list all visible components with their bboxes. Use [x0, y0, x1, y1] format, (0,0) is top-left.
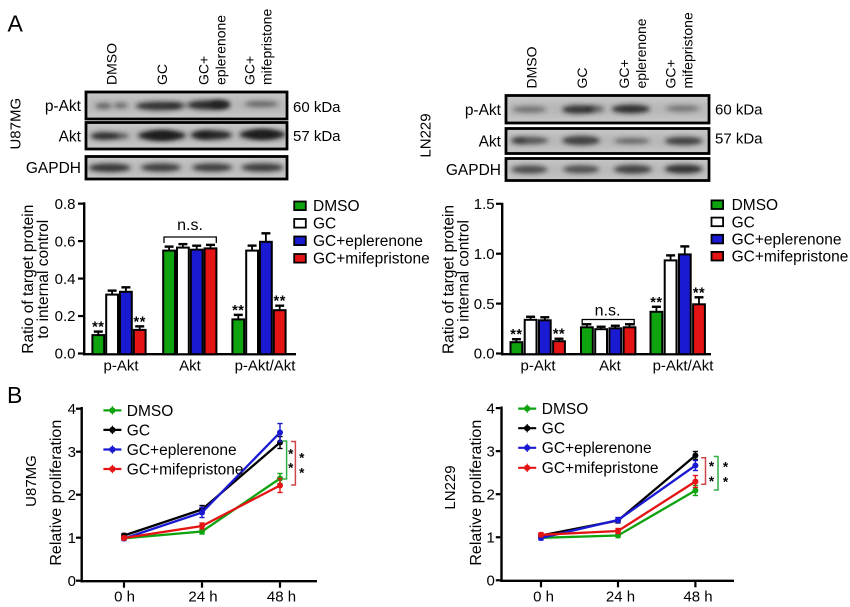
svg-text:Akt: Akt	[599, 358, 622, 375]
svg-text:GAPDH: GAPDH	[446, 162, 501, 179]
svg-text:**: **	[693, 285, 705, 301]
svg-text:DMSO: DMSO	[127, 403, 174, 420]
svg-text:p-Akt: p-Akt	[465, 102, 502, 119]
svg-text:0: 0	[68, 573, 76, 590]
svg-text:LN229: LN229	[417, 113, 434, 157]
svg-text:U87MG: U87MG	[7, 98, 24, 150]
svg-text:*: *	[723, 459, 729, 474]
svg-text:n.s.: n.s.	[595, 303, 621, 320]
svg-text:GC+: GC+	[616, 59, 632, 88]
svg-text:DMSO: DMSO	[542, 401, 589, 418]
svg-text:0.2: 0.2	[55, 308, 76, 325]
svg-text:**: **	[232, 303, 244, 319]
svg-text:DMSO: DMSO	[523, 46, 539, 88]
svg-text:Relative proliferation: Relative proliferation	[48, 420, 65, 566]
svg-text:mifepristone: mifepristone	[680, 12, 696, 88]
svg-text:3: 3	[68, 444, 76, 461]
svg-text:*: *	[288, 446, 294, 461]
svg-text:*: *	[288, 460, 294, 475]
svg-text:*: *	[709, 459, 715, 474]
svg-text:GC+eplerenone: GC+eplerenone	[542, 440, 652, 457]
svg-text:p-Akt: p-Akt	[520, 358, 556, 375]
svg-text:4: 4	[68, 401, 76, 418]
svg-text:p-Akt/Akt: p-Akt/Akt	[235, 358, 297, 375]
svg-text:GC+: GC+	[663, 59, 679, 88]
svg-text:24 h: 24 h	[606, 589, 635, 606]
svg-text:1.0: 1.0	[474, 246, 495, 263]
svg-text:to internal control: to internal control	[35, 220, 52, 339]
svg-text:0.6: 0.6	[55, 233, 76, 250]
svg-text:0 h: 0 h	[114, 589, 135, 606]
svg-text:Relative proliferation: Relative proliferation	[468, 420, 485, 566]
svg-text:GC+mifepristone: GC+mifepristone	[127, 461, 244, 478]
svg-text:Akt: Akt	[59, 128, 82, 145]
svg-text:GC+eplerenone: GC+eplerenone	[313, 233, 423, 250]
svg-text:mifepristone: mifepristone	[258, 9, 274, 85]
svg-text:GC+: GC+	[195, 56, 211, 85]
svg-text:0.4: 0.4	[55, 271, 76, 288]
svg-text:Akt: Akt	[179, 358, 202, 375]
svg-text:GC+mifepristone: GC+mifepristone	[732, 249, 849, 266]
svg-text:to internal control: to internal control	[456, 220, 473, 339]
svg-text:**: **	[274, 294, 286, 310]
svg-text:Ratio of target protein: Ratio of target protein	[441, 205, 458, 354]
svg-text:0: 0	[486, 573, 494, 590]
svg-text:*: *	[299, 450, 305, 465]
svg-text:48 h: 48 h	[267, 589, 296, 606]
svg-text:Akt: Akt	[479, 133, 502, 150]
svg-text:4: 4	[486, 400, 494, 417]
svg-text:eplerenone: eplerenone	[633, 18, 649, 88]
svg-text:U87MG: U87MG	[23, 455, 40, 507]
svg-text:0 h: 0 h	[533, 589, 554, 606]
svg-text:DMSO: DMSO	[732, 197, 779, 214]
svg-text:*: *	[723, 475, 729, 490]
svg-text:n.s.: n.s.	[177, 217, 203, 234]
svg-text:2: 2	[486, 486, 494, 503]
svg-text:LN229: LN229	[442, 465, 459, 509]
svg-text:p-Akt: p-Akt	[103, 358, 139, 375]
svg-text:A: A	[8, 11, 24, 37]
svg-text:0.5: 0.5	[474, 296, 495, 313]
svg-text:0.0: 0.0	[474, 346, 495, 363]
svg-text:GAPDH: GAPDH	[26, 160, 81, 177]
svg-text:3: 3	[486, 443, 494, 460]
svg-text:1: 1	[486, 529, 494, 546]
svg-text:**: **	[510, 327, 522, 343]
svg-text:1.5: 1.5	[474, 196, 495, 213]
svg-text:2: 2	[68, 487, 76, 504]
svg-text:DMSO: DMSO	[104, 43, 120, 85]
svg-text:p-Akt/Akt: p-Akt/Akt	[653, 358, 715, 375]
svg-text:*: *	[299, 465, 305, 480]
svg-text:p-Akt: p-Akt	[45, 98, 82, 115]
svg-text:GC+mifepristone: GC+mifepristone	[542, 460, 659, 477]
svg-text:**: **	[650, 295, 662, 311]
svg-text:GC+: GC+	[241, 56, 257, 85]
svg-text:57 kDa: 57 kDa	[715, 131, 763, 148]
svg-text:1: 1	[68, 530, 76, 547]
svg-text:**: **	[553, 327, 565, 343]
svg-text:GC+eplerenone: GC+eplerenone	[732, 232, 842, 249]
svg-text:*: *	[709, 474, 715, 489]
svg-text:GC: GC	[542, 421, 565, 438]
svg-text:GC: GC	[154, 64, 170, 85]
svg-text:GC+mifepristone: GC+mifepristone	[313, 251, 430, 268]
svg-text:60 kDa: 60 kDa	[293, 99, 341, 116]
svg-text:GC+eplerenone: GC+eplerenone	[127, 442, 237, 459]
svg-text:eplerenone: eplerenone	[212, 15, 228, 85]
svg-text:DMSO: DMSO	[313, 198, 360, 215]
svg-text:0.8: 0.8	[55, 196, 76, 213]
svg-text:48 h: 48 h	[683, 589, 712, 606]
svg-text:Ratio of target protein: Ratio of target protein	[20, 205, 37, 354]
svg-text:GC: GC	[127, 422, 150, 439]
svg-text:0.0: 0.0	[55, 346, 76, 363]
svg-text:57 kDa: 57 kDa	[293, 128, 341, 145]
svg-text:24 h: 24 h	[188, 589, 217, 606]
svg-text:GC: GC	[313, 216, 336, 233]
svg-text:B: B	[7, 382, 22, 408]
svg-text:**: **	[92, 320, 104, 336]
svg-text:GC: GC	[574, 68, 590, 89]
svg-text:GC: GC	[732, 214, 755, 231]
svg-text:**: **	[134, 314, 146, 330]
svg-text:60 kDa: 60 kDa	[715, 102, 763, 119]
